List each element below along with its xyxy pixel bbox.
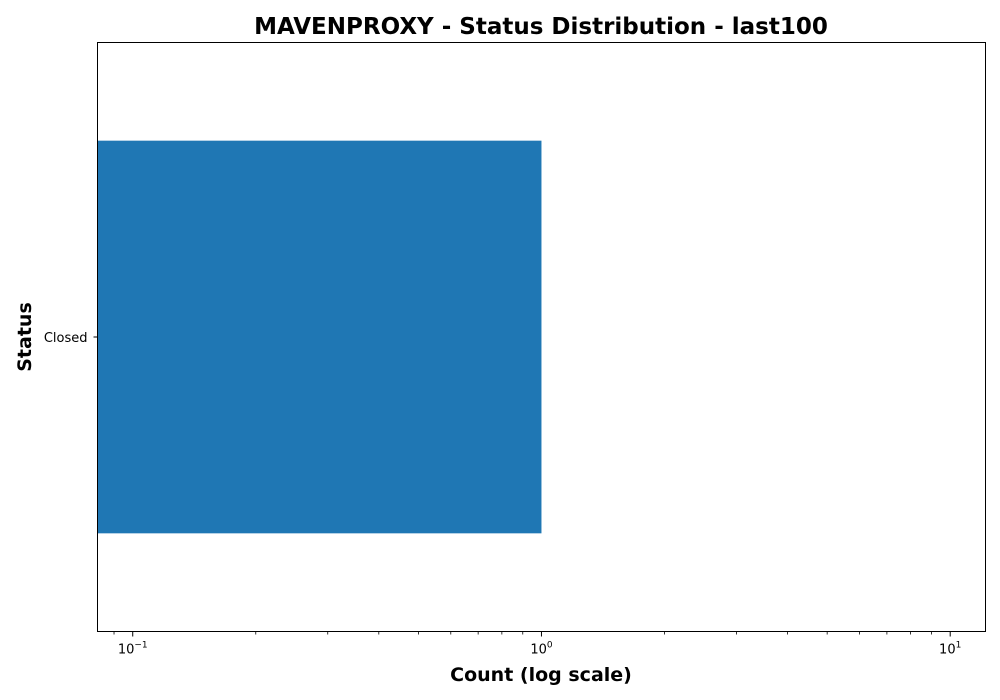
bars-group (98, 141, 542, 534)
y-axis-label: Status (14, 302, 36, 372)
x-ticks-group: 10−1 100 101 (114, 632, 961, 658)
y-tick-label: Closed (44, 331, 88, 346)
x-tick-label: 100 (530, 641, 553, 658)
plot-area: Closed 10−1 100 101 (44, 43, 986, 658)
y-ticks-group: Closed (44, 331, 98, 346)
bar-closed (98, 141, 542, 534)
x-tick-label: 101 (939, 641, 961, 658)
chart-title: MAVENPROXY - Status Distribution - last1… (254, 14, 828, 40)
x-tick-label: 10−1 (118, 641, 148, 658)
x-axis-label: Count (log scale) (450, 664, 632, 686)
